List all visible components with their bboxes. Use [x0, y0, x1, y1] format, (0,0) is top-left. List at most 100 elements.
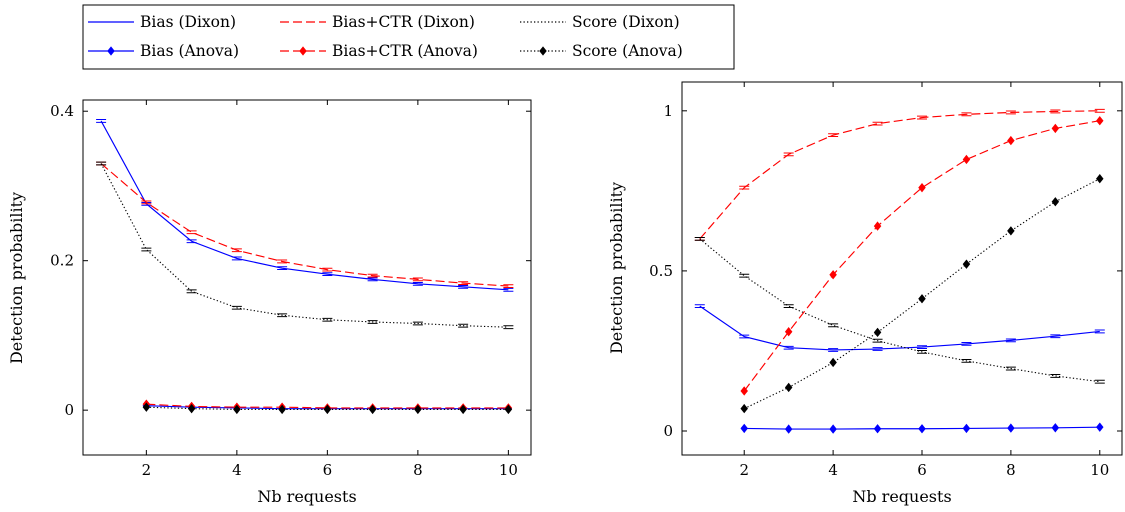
data-point	[917, 350, 927, 354]
data-point	[829, 270, 837, 280]
data-point	[872, 338, 883, 343]
legend-label: Score (Dixon)	[572, 13, 680, 31]
y-tick-label: 0.4	[50, 102, 74, 120]
data-point	[1096, 116, 1104, 126]
series-line	[100, 120, 509, 291]
data-point	[231, 305, 242, 310]
data-point	[277, 313, 288, 318]
data-point	[961, 358, 972, 363]
x-axis-label: Nb requests	[852, 487, 951, 506]
data-point	[961, 112, 972, 117]
y-tick-label: 1	[663, 102, 673, 120]
legend-entry-score-anova: Score (Anova)	[520, 42, 683, 60]
series-line	[146, 406, 509, 410]
series-line	[100, 163, 509, 287]
data-point	[1005, 366, 1016, 371]
data-point	[322, 317, 333, 322]
legend-box	[82, 4, 735, 70]
series-score-dixon	[96, 161, 514, 330]
data-point	[186, 239, 197, 244]
legend-entry-bias-anova: Bias (Anova)	[88, 42, 239, 60]
series-line	[743, 120, 1100, 392]
data-point	[277, 266, 288, 271]
legend-label: Bias (Anova)	[140, 42, 239, 60]
data-point	[918, 182, 926, 193]
data-point	[1050, 374, 1061, 378]
plot-frame	[82, 99, 532, 456]
data-point	[1050, 334, 1061, 339]
data-point	[142, 402, 151, 412]
chart-left: 2 4 6 8 10 0 0.2 0.4 Nb requests Detection probab…	[7, 99, 532, 506]
y-tick-label: 0.5	[649, 262, 673, 280]
data-point	[918, 294, 926, 304]
x-tick-label: 6	[917, 461, 927, 479]
y-tick-label: 0	[663, 422, 673, 440]
data-point	[458, 281, 469, 286]
data-point	[141, 200, 152, 205]
legend-entry-bias-ctr-anova: Bias+CTR (Anova)	[280, 42, 478, 60]
series-bias-dixon	[96, 119, 514, 292]
data-point	[231, 248, 242, 253]
data-point	[367, 273, 378, 278]
x-tick-label: 4	[828, 461, 838, 479]
data-point	[1051, 423, 1060, 433]
x-tick-label: 2	[142, 461, 152, 479]
x-tick-label: 2	[739, 461, 749, 479]
x-axis-label: Nb requests	[257, 487, 356, 506]
data-point	[323, 404, 332, 415]
series-score-dixon	[694, 236, 1105, 384]
legend-entry-bias-dixon: Bias (Dixon)	[88, 13, 236, 31]
data-point	[1096, 422, 1104, 432]
legend: Bias (Dixon) Bias+CTR (Dixon) Score (Dixon…	[82, 4, 735, 70]
data-point	[186, 230, 197, 235]
x-tick-label: 10	[499, 461, 518, 479]
series-line	[699, 110, 1100, 240]
data-point	[694, 304, 705, 309]
series-bias-ctr-dixon	[96, 161, 514, 288]
data-point	[962, 154, 971, 165]
data-point	[783, 152, 794, 157]
data-point	[784, 382, 793, 393]
data-point	[368, 404, 377, 415]
data-point	[829, 424, 837, 434]
data-point	[96, 161, 107, 166]
data-point	[784, 327, 793, 337]
data-point	[503, 325, 514, 330]
x-tick-label: 6	[323, 461, 333, 479]
legend-entry-score-dixon: Score (Dixon)	[520, 13, 680, 31]
legend-entry-bias-ctr-dixon: Bias+CTR (Dixon)	[280, 13, 475, 31]
data-point	[740, 403, 748, 414]
series-score-anova	[142, 402, 513, 415]
legend-label: Bias+CTR (Dixon)	[332, 13, 475, 31]
data-point	[1094, 379, 1105, 384]
data-point	[828, 323, 839, 328]
data-point	[784, 424, 793, 434]
data-point	[367, 277, 378, 282]
data-point	[322, 272, 333, 277]
data-point	[458, 284, 469, 289]
data-point	[231, 256, 242, 261]
data-point	[1007, 135, 1015, 146]
series-line	[100, 163, 509, 328]
data-point	[783, 345, 794, 350]
data-point	[694, 236, 705, 241]
series-line	[146, 403, 509, 409]
data-point	[1007, 423, 1015, 433]
data-point	[96, 119, 107, 123]
data-point	[961, 342, 972, 346]
series-line	[699, 238, 1100, 383]
data-point	[740, 386, 748, 396]
data-point	[918, 424, 926, 434]
legend-marker	[299, 46, 307, 56]
data-point	[917, 345, 927, 350]
series-line	[699, 305, 1100, 351]
data-point	[1007, 226, 1015, 236]
data-point	[503, 287, 514, 292]
data-point	[1094, 329, 1105, 334]
data-point	[739, 273, 750, 278]
data-point	[186, 289, 197, 294]
data-point	[828, 348, 839, 352]
data-point	[233, 404, 241, 415]
data-point	[277, 259, 288, 264]
